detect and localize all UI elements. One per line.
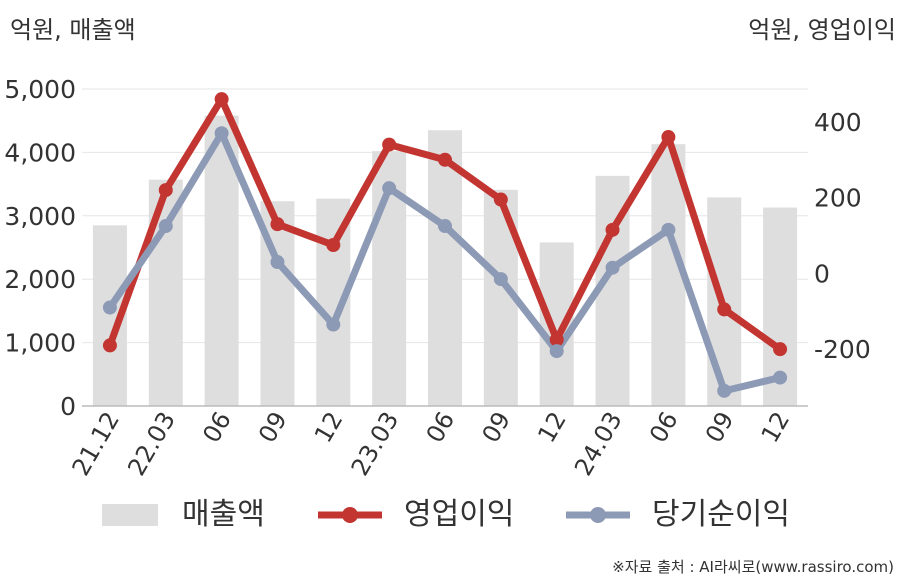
legend-marker-net-income xyxy=(590,507,606,523)
point-operating-profit xyxy=(158,183,173,198)
source-note: ※자료 출처 : AI라씨로(www.rassiro.com) xyxy=(612,558,894,576)
point-net-income xyxy=(773,370,788,385)
point-net-income xyxy=(493,272,508,287)
right-tick-label: 200 xyxy=(814,184,862,213)
legend-marker-operating-profit xyxy=(342,507,358,523)
x-tick-label: 09 xyxy=(477,407,517,447)
x-tick-label: 06 xyxy=(644,407,684,447)
left-tick-label: 2,000 xyxy=(4,265,76,294)
point-net-income xyxy=(326,317,341,332)
point-operating-profit xyxy=(661,130,676,145)
point-net-income xyxy=(549,344,564,359)
point-operating-profit xyxy=(549,332,564,347)
right-tick-label: -200 xyxy=(814,335,871,364)
point-operating-profit xyxy=(382,137,397,152)
point-operating-profit xyxy=(326,238,341,252)
point-net-income xyxy=(270,255,285,270)
bar-revenue xyxy=(651,144,686,406)
legend-label-net-income: 당기순이익 xyxy=(652,497,790,532)
x-tick-label: 09 xyxy=(253,407,293,447)
left-tick-label: 4,000 xyxy=(4,138,76,167)
legend-label-operating-profit: 영업이익 xyxy=(404,497,514,532)
lines-group xyxy=(102,92,788,398)
point-net-income xyxy=(158,219,173,234)
point-operating-profit xyxy=(773,342,788,357)
x-tick-label: 06 xyxy=(421,407,461,447)
right-axis-unit: 억원, 영업이익 xyxy=(748,16,896,44)
point-operating-profit xyxy=(214,92,229,107)
point-operating-profit xyxy=(102,338,117,353)
point-operating-profit xyxy=(270,217,285,232)
x-tick-label: 23.03 xyxy=(346,407,405,481)
point-net-income xyxy=(717,383,732,398)
left-axis-unit: 억원, 매출액 xyxy=(10,16,136,44)
right-tick-label: 400 xyxy=(814,108,862,137)
right-axis-ticks: -200 0 200 400 xyxy=(814,108,871,364)
point-operating-profit xyxy=(605,222,620,237)
x-tick-label: 24.03 xyxy=(569,407,628,481)
left-axis-ticks: 0 1,000 2,000 3,000 4,000 5,000 xyxy=(4,75,76,421)
bar-revenue xyxy=(539,242,574,406)
point-operating-profit xyxy=(438,152,452,167)
legend: 매출액 영업이익 당기순이익 xyxy=(102,497,790,532)
legend-label-revenue: 매출액 xyxy=(182,497,265,532)
x-tick-label: 09 xyxy=(700,407,740,447)
x-tick-label: 22.03 xyxy=(122,407,181,481)
point-operating-profit xyxy=(493,192,508,207)
left-tick-label: 3,000 xyxy=(4,202,76,231)
point-net-income xyxy=(382,181,397,196)
point-net-income xyxy=(438,219,452,234)
bar-revenue xyxy=(428,130,462,406)
left-tick-label: 5,000 xyxy=(4,75,76,104)
left-tick-label: 0 xyxy=(60,392,76,421)
point-net-income xyxy=(661,222,676,237)
point-net-income xyxy=(214,126,229,141)
point-net-income xyxy=(102,300,117,315)
right-tick-label: 0 xyxy=(814,259,830,288)
bars-group xyxy=(92,115,798,407)
x-tick-label: 12 xyxy=(309,407,349,447)
point-operating-profit xyxy=(717,302,732,317)
x-tick-label: 12 xyxy=(756,407,796,447)
point-net-income xyxy=(605,260,620,275)
legend-swatch-revenue xyxy=(102,504,158,526)
x-tick-label: 12 xyxy=(532,407,572,447)
left-tick-label: 1,000 xyxy=(4,329,76,358)
x-tick-label: 06 xyxy=(197,407,237,447)
